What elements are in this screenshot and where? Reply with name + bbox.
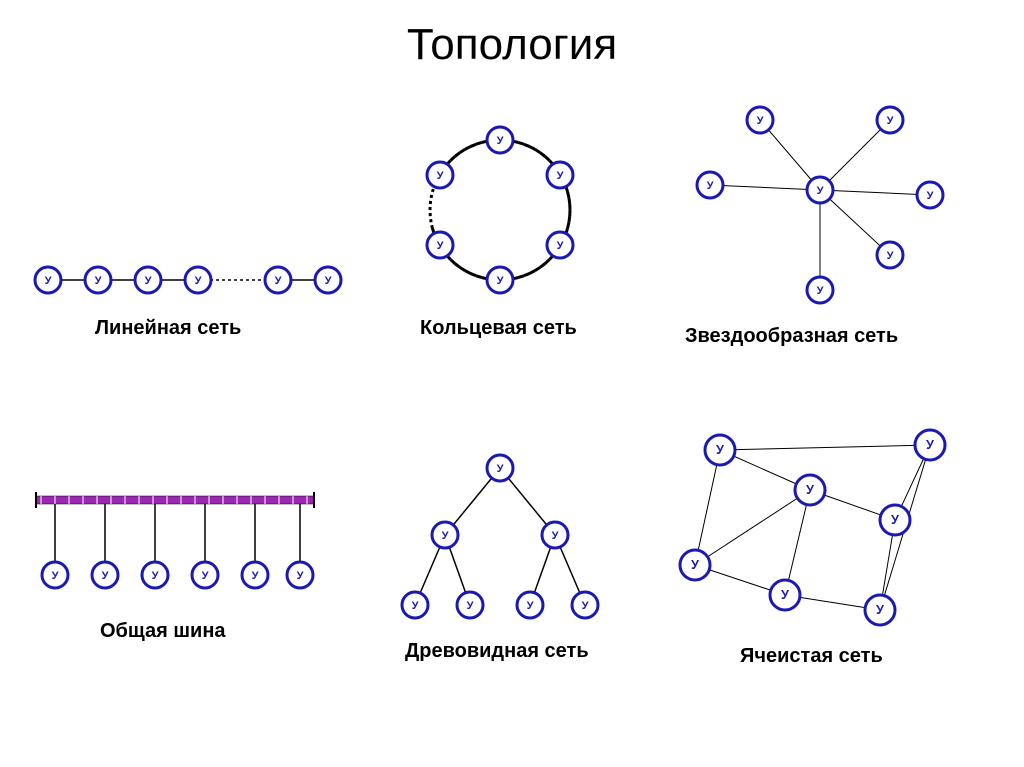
svg-text:У: У <box>437 170 444 182</box>
diagram-star: У У У У У У У <box>680 100 960 310</box>
svg-text:У: У <box>95 275 102 287</box>
svg-text:У: У <box>887 115 894 127</box>
caption-linear: Линейная сеть <box>95 317 241 340</box>
svg-text:У: У <box>412 600 419 612</box>
svg-text:У: У <box>806 482 815 497</box>
svg-text:У: У <box>52 570 59 582</box>
diagram-ring: У У У У У У <box>400 110 600 300</box>
svg-text:У: У <box>691 557 700 572</box>
svg-text:У: У <box>716 442 725 457</box>
svg-text:У: У <box>252 570 259 582</box>
svg-text:У: У <box>297 570 304 582</box>
svg-text:У: У <box>707 180 714 192</box>
diagram-tree: У У У У У У У <box>380 450 620 630</box>
caption-mesh: Ячеистая сеть <box>740 645 883 668</box>
svg-text:У: У <box>582 600 589 612</box>
svg-text:У: У <box>891 512 900 527</box>
svg-text:У: У <box>437 240 444 252</box>
svg-text:У: У <box>757 115 764 127</box>
svg-text:У: У <box>442 530 449 542</box>
svg-text:У: У <box>817 285 824 297</box>
svg-text:У: У <box>781 587 790 602</box>
svg-text:У: У <box>927 190 934 202</box>
svg-text:У: У <box>817 185 824 197</box>
svg-text:У: У <box>202 570 209 582</box>
diagram-mesh: У У У У У У У <box>670 425 970 635</box>
svg-text:У: У <box>876 602 885 617</box>
svg-text:У: У <box>145 275 152 287</box>
svg-text:У: У <box>926 437 935 452</box>
svg-text:У: У <box>152 570 159 582</box>
svg-text:У: У <box>195 275 202 287</box>
svg-text:У: У <box>557 240 564 252</box>
svg-text:У: У <box>102 570 109 582</box>
svg-text:У: У <box>275 275 282 287</box>
caption-bus: Общая шина <box>100 620 226 643</box>
svg-text:У: У <box>467 600 474 612</box>
svg-text:У: У <box>45 275 52 287</box>
svg-text:У: У <box>527 600 534 612</box>
diagram-bus: УУУУУУ <box>35 490 315 600</box>
caption-star: Звездообразная сеть <box>685 325 898 348</box>
svg-text:У: У <box>887 250 894 262</box>
caption-ring: Кольцевая сеть <box>420 317 577 340</box>
page-title: Топология <box>0 20 1024 70</box>
svg-text:У: У <box>497 275 504 287</box>
svg-text:У: У <box>497 135 504 147</box>
diagram-linear: УУУУУУ <box>30 260 350 300</box>
svg-text:У: У <box>552 530 559 542</box>
svg-text:У: У <box>325 275 332 287</box>
svg-text:У: У <box>557 170 564 182</box>
svg-text:У: У <box>497 463 504 475</box>
caption-tree: Древовидная сеть <box>405 640 589 663</box>
